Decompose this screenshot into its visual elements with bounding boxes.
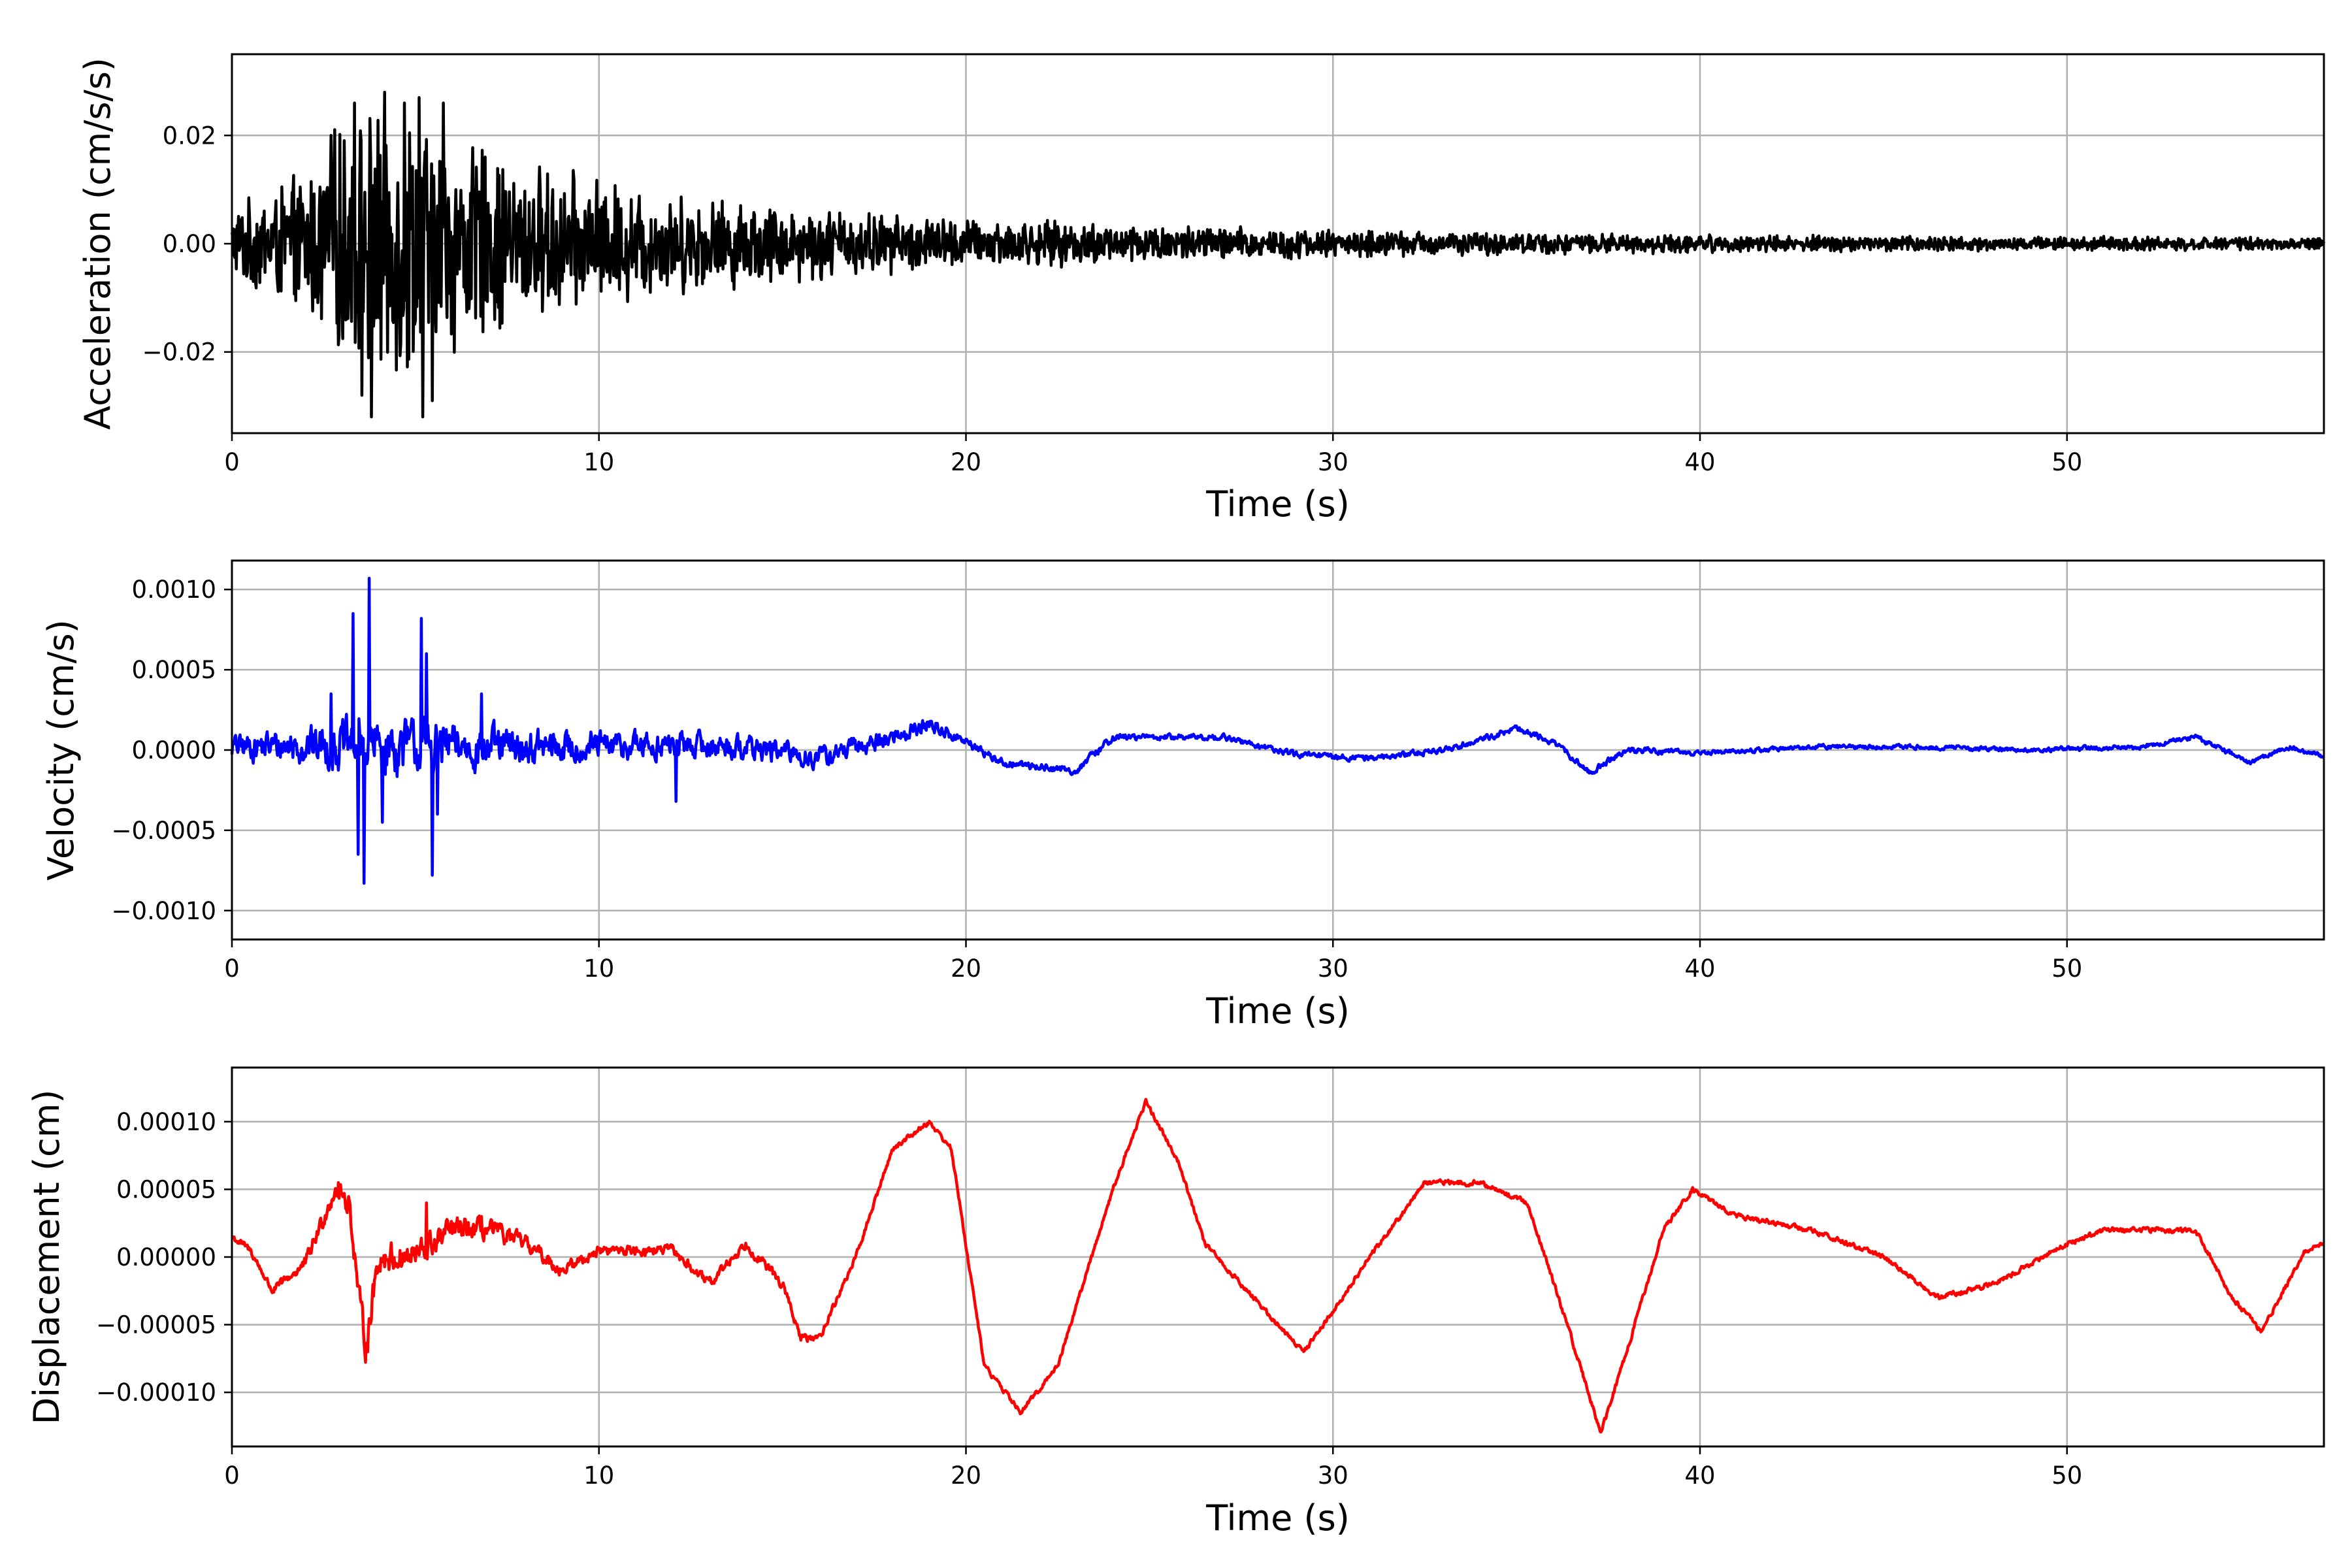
displacement-y-tick-label-4: 0.00010: [116, 1108, 216, 1136]
displacement-x-tick-label-0: 0: [224, 1462, 240, 1490]
acceleration-y-tick-label-2: 0.02: [163, 122, 216, 150]
acceleration-x-tick-label-4: 40: [1684, 448, 1715, 476]
acceleration-series-line: [230, 90, 2326, 419]
velocity-y-tick-label-4: 0.0010: [132, 576, 216, 604]
displacement-ticks: 0 10 20 30 40 50 −0.00010 −0.00005 0.00000 0.0000…: [96, 1108, 2082, 1490]
velocity-ticks: 0 10 20 30 40 50 −0.0010 −0.0005 0.0000 0.0005 0.0…: [112, 576, 2083, 983]
displacement-x-tick-label-1: 10: [583, 1462, 614, 1490]
velocity-y-tick-label-1: −0.0005: [112, 817, 216, 845]
velocity-y-axis-label: Velocity (cm/s): [41, 619, 82, 881]
displacement-y-tick-label-2: 0.00000: [116, 1243, 216, 1271]
displacement-x-tick-label-3: 30: [1318, 1462, 1348, 1490]
velocity-x-tick-label-0: 0: [224, 955, 240, 983]
displacement-y-axis-label: Displacement (cm): [26, 1090, 67, 1425]
velocity-y-tick-label-2: 0.0000: [132, 736, 216, 764]
displacement-panel: 0 10 20 30 40 50 −0.00010 −0.00005 0.00000 0.0000…: [26, 1066, 2325, 1539]
displacement-x-axis-label: Time (s): [1205, 1497, 1350, 1539]
acceleration-series: [230, 90, 2326, 419]
displacement-y-tick-label-3: 0.00005: [116, 1175, 216, 1203]
acceleration-x-tick-label-1: 10: [583, 448, 614, 476]
acceleration-x-tick-label-5: 50: [2051, 448, 2082, 476]
acceleration-y-tick-label-0: −0.02: [142, 338, 216, 367]
displacement-series-line: [231, 1098, 2325, 1434]
velocity-y-tick-label-0: −0.0010: [112, 897, 216, 925]
acceleration-x-tick-label-2: 20: [951, 448, 981, 476]
acceleration-ticks: 0 10 20 30 40 50 −0.02 0.00 0.02: [142, 122, 2083, 476]
displacement-x-tick-label-2: 20: [951, 1462, 981, 1490]
velocity-series: [230, 576, 2325, 885]
velocity-x-tick-label-4: 40: [1684, 955, 1715, 983]
acceleration-y-tick-label-1: 0.00: [163, 230, 216, 258]
velocity-x-tick-label-5: 50: [2051, 955, 2082, 983]
velocity-x-tick-label-3: 30: [1318, 955, 1348, 983]
displacement-x-tick-label-4: 40: [1684, 1462, 1715, 1490]
displacement-series: [231, 1098, 2325, 1434]
velocity-y-tick-label-3: 0.0005: [132, 656, 216, 684]
velocity-x-tick-label-2: 20: [951, 955, 981, 983]
velocity-x-tick-label-1: 10: [583, 955, 614, 983]
velocity-panel: 0 10 20 30 40 50 −0.0010 −0.0005 0.0000 0.0005 0.0…: [41, 559, 2325, 1032]
acceleration-x-tick-label-0: 0: [224, 448, 240, 476]
acceleration-panel: 0 10 20 30 40 50 −0.02 0.00 0.02 Time (s) Accele…: [77, 53, 2326, 525]
velocity-series-line: [230, 576, 2325, 885]
acceleration-x-axis-label: Time (s): [1205, 483, 1350, 525]
displacement-y-tick-label-1: −0.00005: [96, 1311, 216, 1339]
displacement-x-tick-label-5: 50: [2051, 1462, 2082, 1490]
acceleration-y-axis-label: Acceleration (cm/s/s): [77, 57, 118, 430]
velocity-x-axis-label: Time (s): [1205, 990, 1350, 1032]
acceleration-x-tick-label-3: 30: [1318, 448, 1348, 476]
displacement-y-tick-label-0: −0.00010: [96, 1379, 216, 1407]
